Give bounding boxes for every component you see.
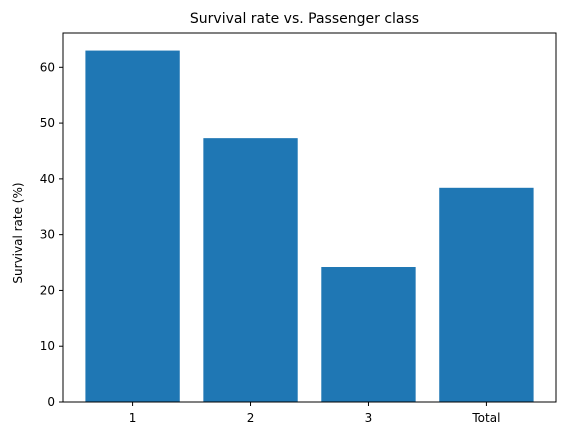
y-tick-label: 50 <box>40 116 55 130</box>
y-tick-label: 40 <box>40 172 55 186</box>
x-tick-label: 1 <box>129 411 137 425</box>
x-tick-label: 3 <box>365 411 373 425</box>
y-axis-title: Survival rate (%) <box>11 182 25 283</box>
bar-total <box>439 187 534 402</box>
bars-group <box>85 50 534 402</box>
x-axis-ticks: 1 2 3 Total <box>129 402 500 425</box>
chart-title: Survival rate vs. Passenger class <box>190 11 419 27</box>
bar-2 <box>203 138 298 402</box>
x-tick-label: Total <box>471 411 500 425</box>
y-axis-ticks: 0 10 20 30 40 50 60 <box>40 60 63 409</box>
bar-1 <box>85 50 180 402</box>
plot-area-frame <box>62 32 557 403</box>
bar-3 <box>321 267 416 402</box>
y-tick-label: 10 <box>40 339 55 353</box>
y-tick-label: 30 <box>40 228 55 242</box>
y-tick-label: 0 <box>47 395 55 409</box>
y-tick-label: 20 <box>40 283 55 297</box>
x-tick-label: 2 <box>247 411 255 425</box>
y-tick-label: 60 <box>40 60 55 74</box>
